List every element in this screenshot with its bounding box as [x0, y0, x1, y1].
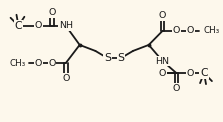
Text: O: O [35, 59, 42, 67]
Text: C: C [200, 68, 208, 78]
Text: O: O [48, 8, 56, 17]
Text: NH: NH [59, 21, 73, 30]
Text: O: O [186, 69, 194, 78]
Text: O: O [159, 69, 166, 78]
Text: CH₃: CH₃ [203, 26, 219, 35]
Text: O: O [35, 21, 42, 30]
Text: O: O [186, 26, 194, 35]
Text: O: O [173, 26, 180, 35]
Text: S: S [104, 53, 111, 63]
Text: O: O [159, 11, 166, 20]
Text: C: C [15, 21, 22, 31]
Text: CH₃: CH₃ [9, 59, 25, 67]
Text: O: O [48, 59, 56, 67]
Text: HN: HN [156, 56, 169, 66]
Text: O: O [173, 84, 180, 93]
Text: O: O [62, 74, 70, 83]
Text: S: S [118, 53, 125, 63]
